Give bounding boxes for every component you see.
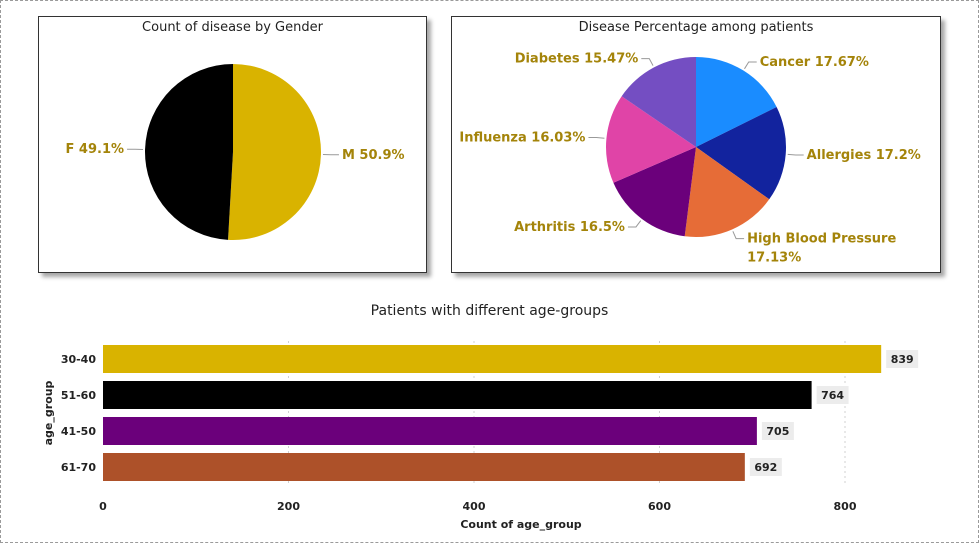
disease-slice-allergies[interactable]	[696, 106, 786, 200]
disease-data-label: Arthritis 16.5%	[514, 220, 625, 235]
gender-data-label: M 50.9%	[342, 148, 405, 163]
disease-slice-arthritis[interactable]	[613, 147, 696, 237]
value-label-bg	[816, 386, 849, 404]
y-tick-label: 41-50	[61, 425, 97, 438]
x-axis-title: Count of age_group	[460, 518, 581, 531]
value-label: 839	[891, 353, 914, 366]
x-tick-label: 800	[834, 500, 857, 513]
gender-slice-m[interactable]	[228, 63, 322, 240]
disease-data-label: Diabetes 15.47%	[515, 52, 639, 67]
x-tick-label: 400	[463, 500, 486, 513]
disease-slice-diabetes[interactable]	[621, 56, 696, 147]
value-label: 692	[754, 461, 777, 474]
bar-41-50[interactable]	[103, 417, 757, 445]
gender-pie-title: Count of disease by Gender	[142, 20, 323, 35]
y-tick-label: 61-70	[61, 461, 97, 474]
age-bar-title: Patients with different age-groups	[370, 303, 609, 319]
disease-pie-title: Disease Percentage among patients	[578, 20, 814, 35]
disease-pie-card[interactable]: Disease Percentage among patients Cancer…	[451, 16, 941, 273]
disease-leader-line	[744, 61, 757, 70]
disease-leader-line	[627, 220, 642, 228]
disease-data-label: High Blood Pressure 17.13%	[747, 232, 896, 266]
disease-slice-influenza[interactable]	[606, 96, 696, 183]
disease-leader-line	[588, 136, 605, 139]
y-axis-title: age_group	[42, 380, 55, 445]
value-label-bg	[749, 458, 782, 476]
y-tick-label: 51-60	[61, 389, 97, 402]
x-tick-label: 200	[277, 500, 300, 513]
disease-slice-cancer[interactable]	[696, 57, 777, 147]
gender-data-label: F 49.1%	[66, 142, 125, 157]
disease-leader-line	[787, 153, 804, 156]
x-tick-label: 0	[99, 500, 107, 513]
disease-leader-line	[641, 58, 654, 66]
disease-data-label: Influenza 16.03%	[459, 130, 585, 145]
value-label: 705	[766, 425, 789, 438]
gender-pie-chart: M 50.9% F 49.1%	[66, 63, 405, 240]
disease-data-label: Allergies 17.2%	[807, 148, 921, 163]
y-tick-label: 30-40	[61, 353, 97, 366]
value-label-bg	[886, 350, 919, 368]
disease-pie-chart: Cancer 17.67% Allergies 17.2% High Blood P…	[459, 52, 921, 266]
value-label-bg	[761, 422, 794, 440]
disease-slice-high-blood-pressure[interactable]	[684, 147, 770, 237]
disease-leader-line	[732, 231, 745, 240]
bar-30-40[interactable]	[103, 345, 882, 373]
gender-slice-f[interactable]	[145, 64, 233, 240]
bar-61-70[interactable]	[103, 453, 745, 481]
gender-pie-card[interactable]: Count of disease by Gender M 50.9% F 49.1…	[38, 16, 427, 273]
bar-51-60[interactable]	[103, 381, 812, 409]
x-tick-label: 600	[648, 500, 671, 513]
value-label: 764	[821, 389, 844, 402]
disease-data-label: Cancer 17.67%	[760, 55, 869, 70]
